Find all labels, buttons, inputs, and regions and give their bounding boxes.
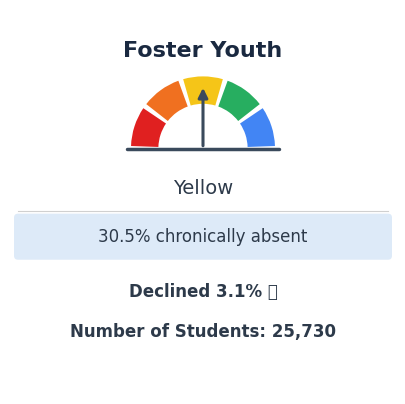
- Text: Yellow: Yellow: [173, 179, 232, 198]
- Wedge shape: [218, 81, 259, 121]
- FancyBboxPatch shape: [14, 214, 391, 260]
- Wedge shape: [183, 76, 222, 105]
- Wedge shape: [131, 108, 166, 147]
- Text: Number of Students: 25,730: Number of Students: 25,730: [70, 323, 335, 341]
- Wedge shape: [146, 81, 187, 121]
- Text: Declined 3.1% ⓦ: Declined 3.1% ⓦ: [128, 283, 277, 301]
- Text: Foster Youth: Foster Youth: [123, 41, 282, 61]
- Wedge shape: [239, 108, 274, 147]
- Text: 30.5% chronically absent: 30.5% chronically absent: [98, 228, 307, 246]
